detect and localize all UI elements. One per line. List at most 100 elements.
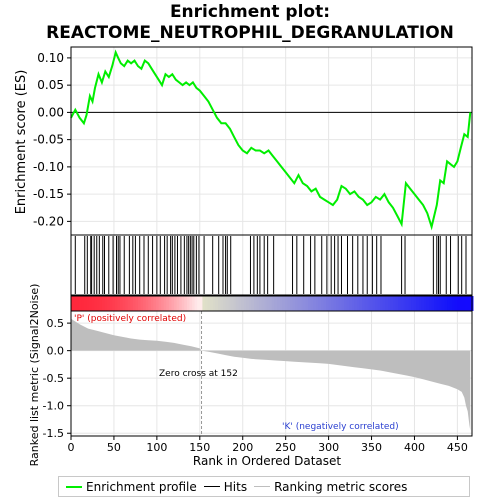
heat-cell-252 [287, 296, 291, 311]
heat-cell-423 [434, 296, 438, 311]
heat-cell-81 [140, 296, 144, 311]
heat-cell-309 [336, 296, 340, 311]
legend-label-es: Enrichment profile [86, 479, 197, 494]
chart-title-line2: REACTOME_NEUTROPHIL_DEGRANULATION [46, 23, 454, 43]
es-ytick-label-1: -0.15 [33, 187, 64, 201]
es-ytick-label-2: -0.10 [33, 160, 64, 174]
metric-ytick-label-0: -1.5 [43, 427, 64, 440]
heat-cell-27 [94, 296, 98, 311]
heat-cell-360 [380, 296, 384, 311]
heat-cell-276 [307, 296, 312, 311]
heat-cell-285 [315, 296, 319, 311]
heat-cell-393 [408, 296, 412, 311]
metric-panel: -1.5 -1.0 -0.5 0.0 0.5 [43, 310, 473, 440]
heat-cell-36 [101, 296, 106, 311]
heat-cell-240 [277, 296, 281, 311]
heat-cell-57 [119, 296, 124, 311]
heat-cell-222 [261, 296, 265, 311]
heat-cell-447 [454, 296, 459, 311]
heat-cell-60 [122, 296, 126, 311]
heat-cell-12 [81, 296, 85, 311]
heat-cell-303 [331, 296, 335, 311]
heat-cell-456 [462, 296, 466, 311]
chart-title: Enrichment plot: REACTOME_NEUTROPHIL_DEG… [0, 2, 500, 44]
heat-cell-432 [441, 296, 446, 311]
heat-cell-348 [369, 296, 373, 311]
legend: Enrichment profile Hits Ranking metric s… [58, 476, 470, 497]
heat-cell-48 [112, 296, 116, 311]
heat-cell-438 [447, 296, 451, 311]
heat-cell-165 [212, 296, 216, 311]
heat-cell-171 [217, 296, 222, 311]
heat-cell-30 [96, 296, 100, 311]
heat-cell-324 [349, 296, 353, 311]
xtick-label-6: 300 [318, 441, 339, 454]
metric-ylabel: Ranked list metric (Signal2Noise) [28, 284, 41, 467]
rank-heatmap [70, 295, 474, 312]
heat-cell-207 [248, 296, 252, 311]
heat-cell-204 [246, 296, 250, 311]
heat-cell-366 [385, 296, 389, 311]
heat-cell-351 [372, 296, 376, 311]
heat-cell-333 [356, 296, 361, 311]
metric-ytick-label-3: 0.0 [47, 345, 65, 358]
heat-cell-387 [403, 296, 407, 311]
heat-cell-435 [444, 296, 448, 311]
heat-cell-375 [393, 296, 397, 311]
heat-cell-126 [179, 296, 183, 311]
xtick-label-2: 100 [146, 441, 167, 454]
hits-panel [70, 234, 473, 296]
heat-cell-402 [416, 296, 420, 311]
legend-swatch-es [66, 485, 82, 488]
hits-frame [70, 234, 473, 296]
metric-area [71, 318, 471, 431]
es-ytick-label-0: -0.20 [33, 214, 64, 228]
heat-cell-66 [127, 296, 131, 311]
heat-cell-87 [145, 296, 149, 311]
heat-cell-345 [367, 296, 371, 311]
heat-cell-315 [341, 296, 345, 311]
heat-cell-177 [222, 296, 227, 311]
heat-cell-219 [259, 296, 263, 311]
heat-cell-180 [225, 296, 229, 311]
legend-item-es: Enrichment profile [66, 480, 197, 494]
es-ytick-label-5: 0.05 [37, 78, 64, 92]
heat-cell-297 [326, 296, 330, 311]
legend-label-hits: Hits [223, 479, 248, 494]
heat-cell-114 [168, 296, 173, 311]
heat-cell-441 [449, 296, 453, 311]
heat-cell-84 [143, 296, 147, 311]
heat-cell-123 [176, 296, 180, 311]
heat-cell-291 [320, 296, 325, 311]
heat-cell-147 [197, 296, 201, 311]
heat-cell-138 [189, 296, 193, 311]
heat-cell-369 [387, 296, 392, 311]
heat-cell-279 [310, 296, 314, 311]
heat-cell-21 [89, 296, 93, 311]
heat-cell-141 [192, 296, 196, 311]
heat-cell-39 [104, 296, 108, 311]
heat-cell-150 [199, 296, 203, 311]
heat-cell-330 [354, 296, 358, 311]
xtick-label-8: 400 [404, 441, 425, 454]
heat-cell-153 [202, 296, 206, 311]
heat-cell-144 [194, 296, 198, 311]
heat-cell-306 [333, 296, 337, 311]
heat-cell-453 [459, 296, 464, 311]
heat-cell-6 [76, 296, 80, 311]
heat-cell-384 [400, 296, 404, 311]
xtick-label-0: 0 [68, 441, 75, 454]
es-ytick-label-6: 0.10 [37, 51, 64, 65]
heat-cell-63 [125, 296, 129, 311]
heat-cell-132 [184, 296, 188, 311]
axes: 0 50 100 150 200 250 300 350 400 450 [68, 436, 468, 454]
heat-cell-192 [235, 296, 240, 311]
heat-cell-414 [426, 296, 430, 311]
heat-cell-0 [71, 296, 75, 311]
heat-cell-243 [279, 296, 283, 311]
heat-cell-9 [78, 296, 82, 311]
heat-cell-339 [362, 296, 366, 311]
heat-cell-312 [338, 296, 343, 311]
heat-cell-282 [313, 296, 317, 311]
